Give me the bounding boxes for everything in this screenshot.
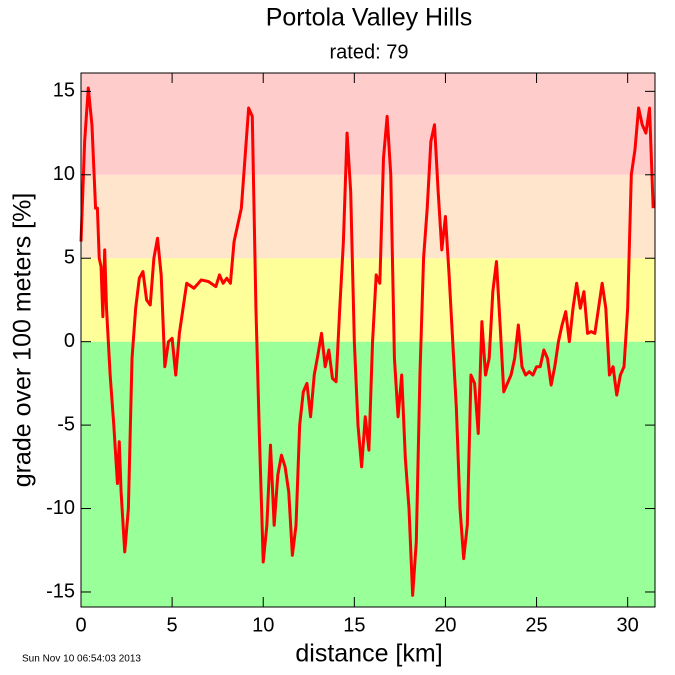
chart-title: Portola Valley Hills xyxy=(266,4,473,32)
y-tick-label: -15 xyxy=(46,580,75,602)
x-tick-label: 30 xyxy=(617,614,639,636)
x-tick-label: 15 xyxy=(343,614,365,636)
chart-subtitle: rated: 79 xyxy=(330,41,409,63)
y-tick-label: -5 xyxy=(57,413,75,435)
y-tick-label: 10 xyxy=(53,163,75,185)
x-tick-label: 10 xyxy=(252,614,274,636)
plot-frame xyxy=(80,72,656,608)
x-tick-label: 5 xyxy=(167,614,178,636)
x-tick-label: 20 xyxy=(434,614,456,636)
x-tick-label: 0 xyxy=(75,614,86,636)
grade-line xyxy=(79,86,655,597)
y-tick-label: 0 xyxy=(64,330,75,352)
grade-band xyxy=(81,174,655,259)
y-tick-label: 5 xyxy=(64,247,75,269)
y-tick-label: -10 xyxy=(46,497,75,519)
grade-band xyxy=(81,258,655,342)
grade-band xyxy=(81,341,655,607)
x-tick-label: 25 xyxy=(525,614,547,636)
timestamp: Sun Nov 10 06:54:03 2013 xyxy=(22,654,141,665)
grade-band xyxy=(81,73,655,175)
y-tick-label: 15 xyxy=(53,80,75,102)
y-axis-label: grade over 100 meters [%] xyxy=(9,193,37,488)
x-axis-label: distance [km] xyxy=(295,640,442,668)
